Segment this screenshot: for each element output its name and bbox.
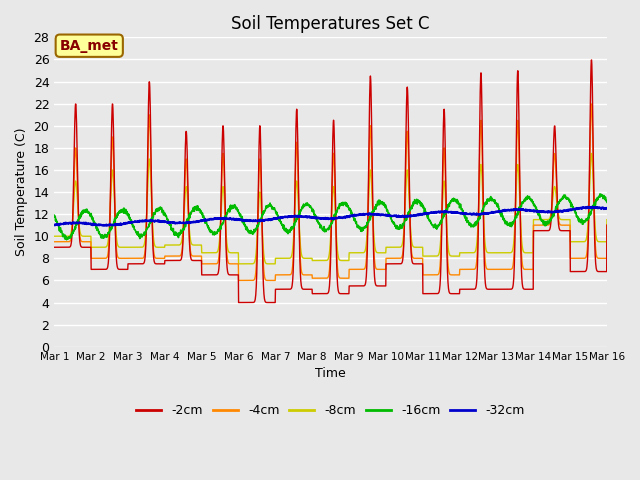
Legend: -2cm, -4cm, -8cm, -16cm, -32cm: -2cm, -4cm, -8cm, -16cm, -32cm bbox=[131, 399, 530, 422]
X-axis label: Time: Time bbox=[316, 367, 346, 380]
Y-axis label: Soil Temperature (C): Soil Temperature (C) bbox=[15, 128, 28, 256]
Text: BA_met: BA_met bbox=[60, 39, 118, 53]
Title: Soil Temperatures Set C: Soil Temperatures Set C bbox=[232, 15, 430, 33]
